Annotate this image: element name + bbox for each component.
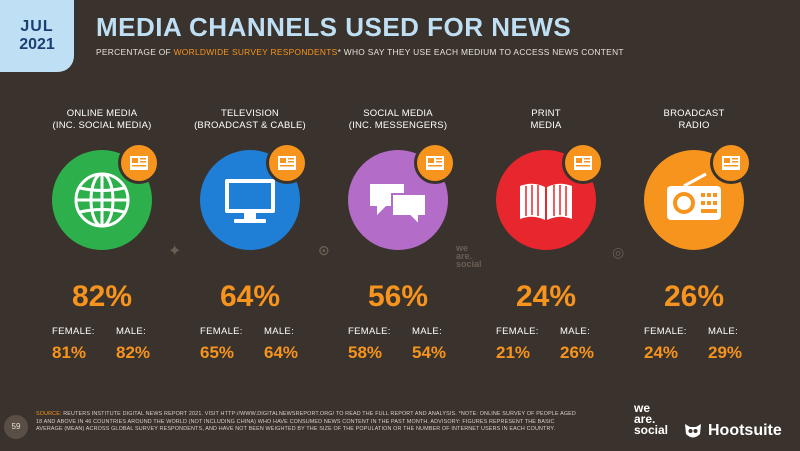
pin-watermark-icon: ◎ xyxy=(612,244,625,260)
channel-label: SOCIAL MEDIA (INC. MESSENGERS) xyxy=(348,108,448,131)
news-badge-icon xyxy=(414,142,456,184)
total-percent: 26% xyxy=(663,280,725,313)
female-percent: 58% xyxy=(348,343,383,362)
male-label: MALE: xyxy=(116,326,147,337)
male-percent: 29% xyxy=(708,343,743,362)
hootsuite-logo: Hootsuite xyxy=(682,420,782,442)
channel-label: BROADCAST RADIO xyxy=(663,108,725,131)
page-title: MEDIA CHANNELS USED FOR NEWS xyxy=(96,12,572,42)
globe-icon xyxy=(52,150,152,250)
male-percent: 26% xyxy=(560,343,595,362)
male-label: MALE: xyxy=(264,326,295,337)
wearesocial-logo: we are. social xyxy=(634,401,669,437)
date-tab: JUL 2021 xyxy=(0,0,74,72)
owl-watermark-icon: ⊙ xyxy=(318,242,330,258)
female-percent: 81% xyxy=(52,343,87,362)
news-badge-icon xyxy=(562,142,604,184)
male-percent: 64% xyxy=(264,343,299,362)
source-note: SOURCE: REUTERS INSTITUTE DIGITAL NEWS R… xyxy=(36,411,576,433)
news-badge-icon xyxy=(118,142,160,184)
male-percent: 54% xyxy=(412,343,447,362)
female-label: FEMALE: xyxy=(644,326,687,337)
channel-label: ONLINE MEDIA (INC. SOCIAL MEDIA) xyxy=(52,108,152,131)
male-percent: 82% xyxy=(116,343,151,362)
female-label: FEMALE: xyxy=(52,326,95,337)
female-percent: 24% xyxy=(644,343,679,362)
male-label: MALE: xyxy=(708,326,739,337)
female-label: FEMALE: xyxy=(496,326,539,337)
total-percent: 56% xyxy=(367,280,429,313)
channel-label: PRINT MEDIA xyxy=(530,108,562,131)
channel-label: TELEVISION (BROADCAST & CABLE) xyxy=(194,108,306,131)
female-label: FEMALE: xyxy=(200,326,243,337)
female-percent: 65% xyxy=(200,343,235,362)
wearesocial-watermark: we are. social xyxy=(456,243,482,269)
male-label: MALE: xyxy=(412,326,443,337)
news-badge-icon xyxy=(710,142,752,184)
male-label: MALE: xyxy=(560,326,591,337)
owl-icon xyxy=(685,424,701,438)
total-percent: 64% xyxy=(219,280,281,313)
page-subtitle: PERCENTAGE OF WORLDWIDE SURVEY RESPONDEN… xyxy=(96,47,624,57)
total-percent: 82% xyxy=(71,280,133,313)
female-percent: 21% xyxy=(496,343,531,362)
female-label: FEMALE: xyxy=(348,326,391,337)
date-month: JUL xyxy=(20,18,54,35)
news-badge-icon xyxy=(266,142,308,184)
total-percent: 24% xyxy=(515,280,577,313)
date-year: 2021 xyxy=(19,36,55,53)
kepios-watermark-icon: ✦ xyxy=(168,243,182,260)
page-number: 59 xyxy=(4,415,28,439)
